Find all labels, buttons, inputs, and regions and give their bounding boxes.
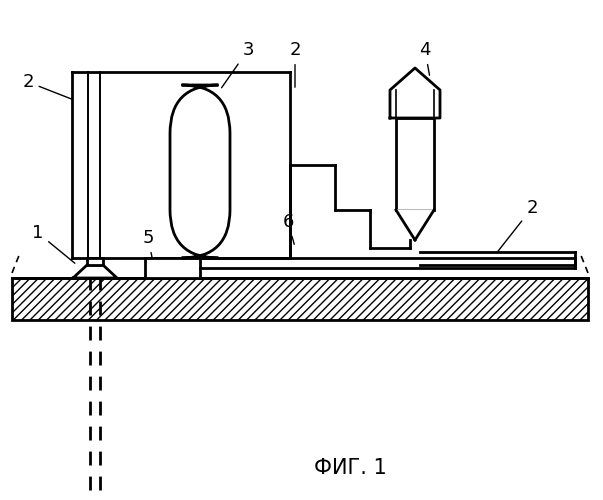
Polygon shape [73, 265, 117, 278]
Text: 4: 4 [419, 41, 431, 76]
Text: 6: 6 [282, 213, 294, 244]
Bar [396, 118, 434, 210]
Text: 2: 2 [289, 41, 301, 87]
Bar [145, 258, 200, 278]
Polygon shape [396, 210, 434, 240]
Text: 1: 1 [33, 224, 75, 263]
Bar [12, 278, 588, 320]
FancyBboxPatch shape [170, 85, 230, 258]
Text: 2: 2 [497, 199, 538, 253]
Text: 2: 2 [22, 73, 71, 99]
Bar [87, 258, 103, 265]
Text: 3: 3 [221, 41, 254, 88]
Polygon shape [390, 68, 440, 118]
Polygon shape [72, 72, 290, 258]
Text: ФИГ. 1: ФИГ. 1 [314, 458, 387, 478]
Text: 5: 5 [142, 229, 154, 260]
Polygon shape [200, 258, 575, 268]
Polygon shape [420, 252, 575, 265]
